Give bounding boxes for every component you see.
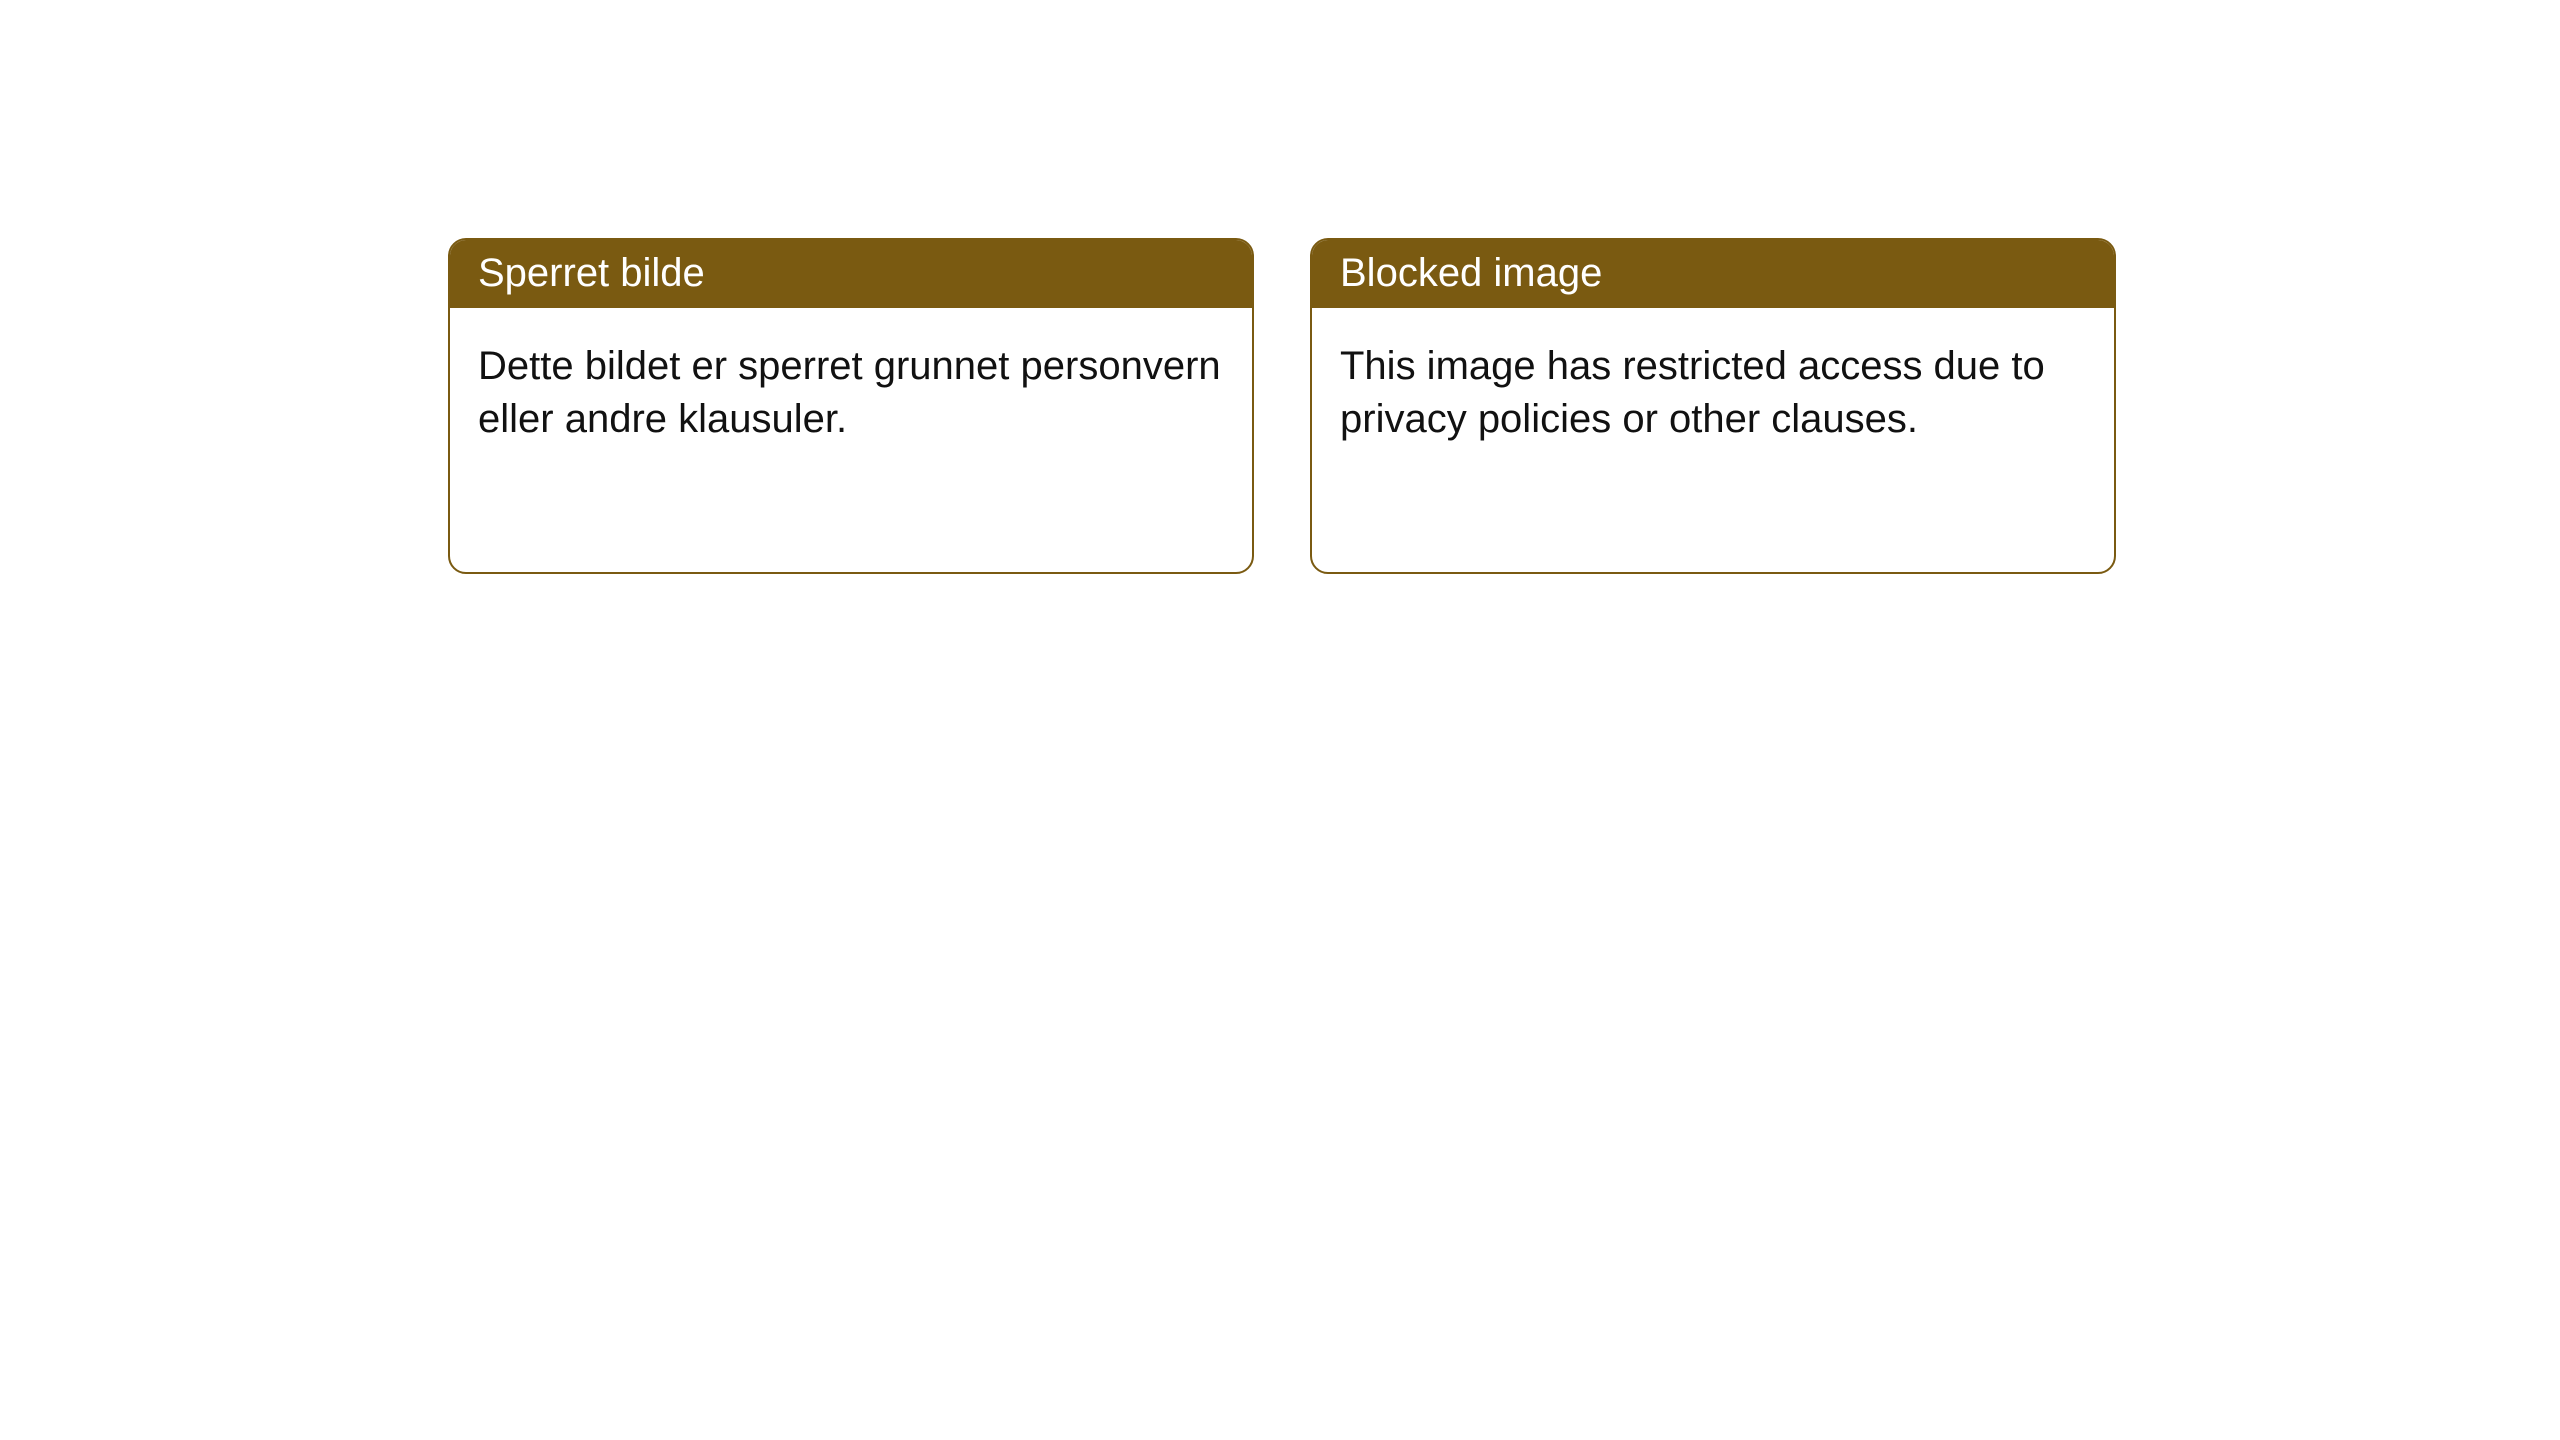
notice-container: Sperret bilde Dette bildet er sperret gr…	[0, 0, 2560, 574]
notice-title: Blocked image	[1340, 251, 1602, 295]
notice-header: Blocked image	[1312, 240, 2114, 308]
notice-body-text: Dette bildet er sperret grunnet personve…	[478, 344, 1221, 441]
notice-box-english: Blocked image This image has restricted …	[1310, 238, 2116, 574]
notice-body: Dette bildet er sperret grunnet personve…	[450, 308, 1252, 474]
notice-title: Sperret bilde	[478, 251, 705, 295]
notice-header: Sperret bilde	[450, 240, 1252, 308]
notice-box-norwegian: Sperret bilde Dette bildet er sperret gr…	[448, 238, 1254, 574]
notice-body: This image has restricted access due to …	[1312, 308, 2114, 474]
notice-body-text: This image has restricted access due to …	[1340, 344, 2045, 441]
